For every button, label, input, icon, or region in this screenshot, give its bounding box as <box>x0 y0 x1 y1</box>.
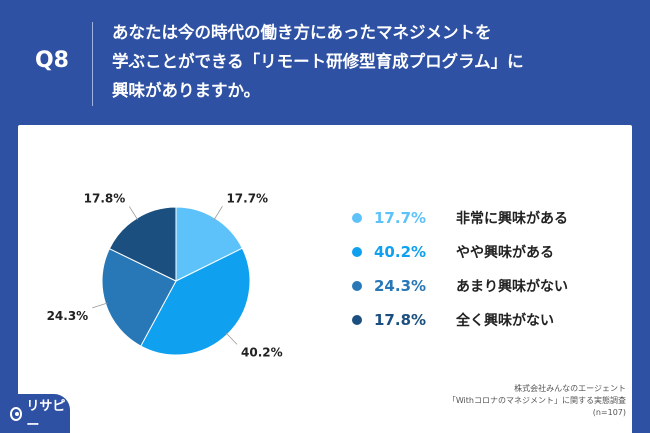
legend-item: 40.2% やや興味がある <box>352 235 568 269</box>
legend: 17.7% 非常に興味がある 40.2% やや興味がある 24.3% あまり興味… <box>352 201 568 337</box>
source-line: (n=107) <box>592 408 626 417</box>
slice-value-label: 40.2% <box>241 345 283 359</box>
legend-swatch <box>352 213 362 223</box>
question-text: あなたは今の時代の働き方にあったマネジメントを 学ぶことができる「リモート研修型… <box>112 18 632 105</box>
slice-leader-line <box>128 206 139 221</box>
brand-logo: リサピー <box>0 394 70 433</box>
question-line: あなたは今の時代の働き方にあったマネジメントを <box>112 23 492 42</box>
logo-mark-icon <box>10 406 23 421</box>
slice-leader-line <box>92 302 108 309</box>
source-line: 株式会社みんなのエージェント <box>514 384 626 393</box>
source-note: 株式会社みんなのエージェント 「Withコロナのマネジメント」に関する実態調査 … <box>448 383 626 419</box>
legend-label: 全く興味がない <box>456 313 554 329</box>
slice-value-label: 17.7% <box>226 191 268 205</box>
question-line: 学ぶことができる「リモート研修型育成プログラム」に <box>112 52 524 71</box>
legend-swatch <box>352 247 362 257</box>
logo-text: リサピー <box>26 398 66 433</box>
slice-leader-line <box>213 206 223 221</box>
legend-item: 17.7% 非常に興味がある <box>352 201 568 235</box>
legend-item: 17.8% 全く興味がない <box>352 303 568 337</box>
legend-value: 40.2% <box>374 243 427 261</box>
source-line: 「Withコロナのマネジメント」に関する実態調査 <box>447 396 626 405</box>
chart-card: 17.7% 40.2% 24.3% 17.8% 17.7% 非常に興味がある 40.2… <box>18 125 632 433</box>
legend-label: 非常に興味がある <box>456 211 568 227</box>
legend-value: 24.3% <box>374 277 427 295</box>
header-divider <box>92 22 93 106</box>
legend-swatch <box>352 281 362 291</box>
question-number: Q8 <box>34 48 69 73</box>
legend-label: あまり興味がない <box>456 279 568 295</box>
legend-value: 17.7% <box>374 209 427 227</box>
legend-value: 17.8% <box>374 311 427 329</box>
legend-item: 24.3% あまり興味がない <box>352 269 568 303</box>
pie-chart: 17.7% 40.2% 24.3% 17.8% <box>47 191 283 359</box>
slice-leader-line <box>225 332 238 345</box>
question-line: 興味がありますか。 <box>112 81 261 100</box>
legend-label: やや興味がある <box>456 245 554 261</box>
slice-value-label: 17.8% <box>84 191 126 205</box>
header: Q8 あなたは今の時代の働き方にあったマネジメントを 学ぶことができる「リモート… <box>0 0 650 125</box>
legend-swatch <box>352 315 362 325</box>
slice-value-label: 24.3% <box>47 309 89 323</box>
